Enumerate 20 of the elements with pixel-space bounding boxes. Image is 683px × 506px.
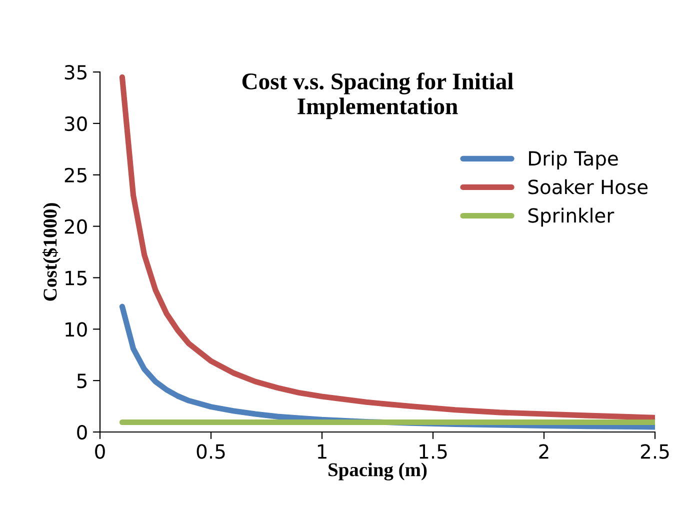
y-tick-label: 10	[66, 322, 87, 337]
x-tick-label: 0	[95, 444, 105, 459]
y-tick-label: 30	[64, 116, 87, 132]
x-tick-label: 2	[539, 444, 548, 459]
x-tick-label: 2.5	[640, 444, 669, 459]
legend-label: Soaker Hose	[528, 179, 648, 194]
legend-label: Drip Tape	[529, 150, 618, 170]
legend-label: Sprinkler	[528, 208, 614, 227]
text: Cost v.s. Spacing for Initial Implementation	[242, 72, 514, 120]
y-tick-label: 35	[64, 64, 86, 80]
x-tick-label: 0.5	[196, 444, 225, 459]
y-tick-label: 5	[77, 374, 86, 388]
x-tick-label: 1.5	[420, 444, 447, 459]
y-tick-label: 0	[77, 424, 87, 440]
x-tick-label: 1	[318, 444, 326, 459]
y-axis-title: Cost($1000)	[42, 203, 61, 301]
y-tick-label: 25	[64, 168, 86, 183]
y-tick-label: 20	[64, 219, 87, 234]
y-tick-label: 15	[66, 270, 86, 286]
x-axis-title: Spacing (m)	[328, 462, 427, 480]
